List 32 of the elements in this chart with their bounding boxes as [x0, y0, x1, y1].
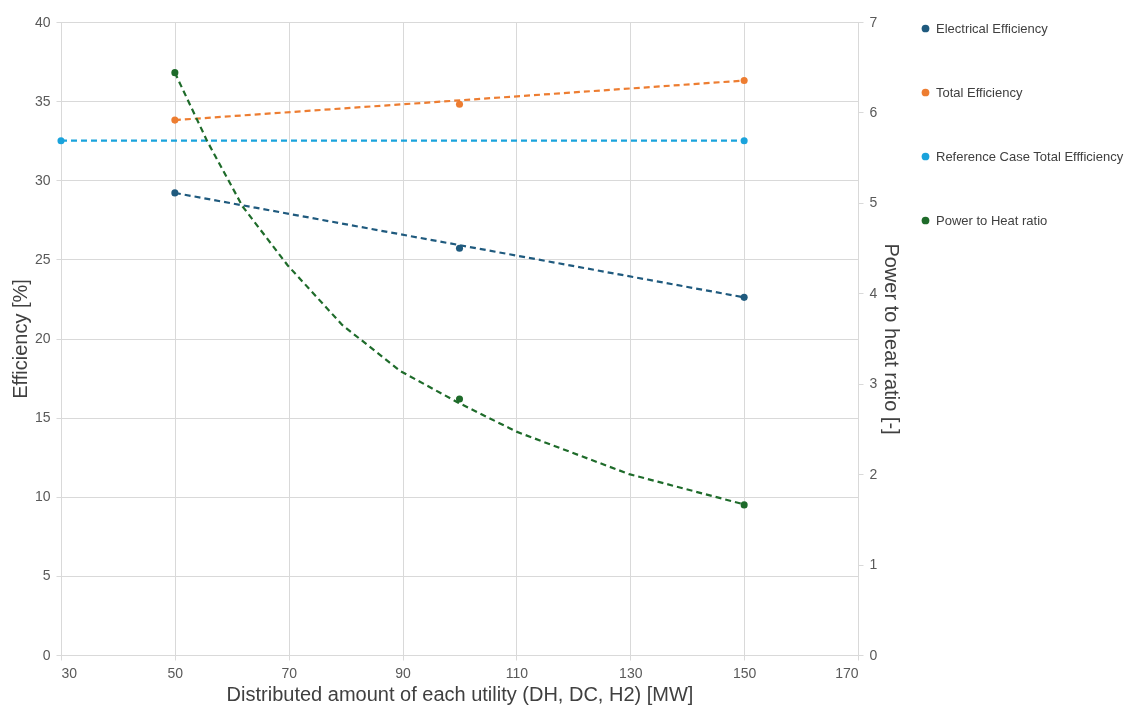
- y2-tick-label: 0: [869, 646, 878, 663]
- x-tick-label: 70: [281, 664, 298, 681]
- y-tick-label: 0: [42, 646, 51, 663]
- y-tick-label: 30: [34, 171, 51, 188]
- y2-tick-label: 7: [869, 13, 878, 30]
- y2-tick-label: 5: [869, 194, 878, 211]
- x-tick-label: 130: [619, 664, 643, 681]
- legend-label: Total Efficiency: [936, 84, 1023, 100]
- legend-label: Reference Case Total Effficiency: [936, 148, 1124, 164]
- y-tick-label: 35: [34, 92, 51, 109]
- legend-label: Power to Heat ratio: [936, 212, 1048, 228]
- y-tick-label: 20: [34, 330, 51, 346]
- x-tick-label: 50: [167, 664, 184, 681]
- y-tick-label: 25: [34, 250, 51, 267]
- x-tick-label: 170: [835, 664, 859, 681]
- y-tick-label: 15: [34, 409, 51, 426]
- y-axis-title: Efficiency [%]: [8, 279, 31, 399]
- y2-tick-label: 6: [869, 103, 878, 120]
- x-axis-title: Distributed amount of each utility (DH, DC, H2) [MW]: [226, 682, 694, 705]
- y2-tick-label: 1: [869, 556, 878, 573]
- x-tick-label: 90: [395, 664, 412, 681]
- y-tick-label: 5: [42, 567, 51, 584]
- y2-tick-label: 3: [869, 375, 878, 392]
- x-tick-label: 30: [61, 664, 78, 681]
- y-tick-label: 10: [34, 488, 51, 505]
- y2-axis-title: Power to heat ratio [-]: [881, 243, 904, 435]
- x-tick-label: 110: [505, 664, 529, 681]
- legend-label: Electrical Efficiency: [936, 20, 1049, 36]
- y2-tick-label: 2: [869, 465, 878, 482]
- x-tick-label: 150: [732, 664, 757, 681]
- y2-tick-label: 4: [869, 284, 878, 301]
- y-tick-label: 40: [34, 13, 51, 30]
